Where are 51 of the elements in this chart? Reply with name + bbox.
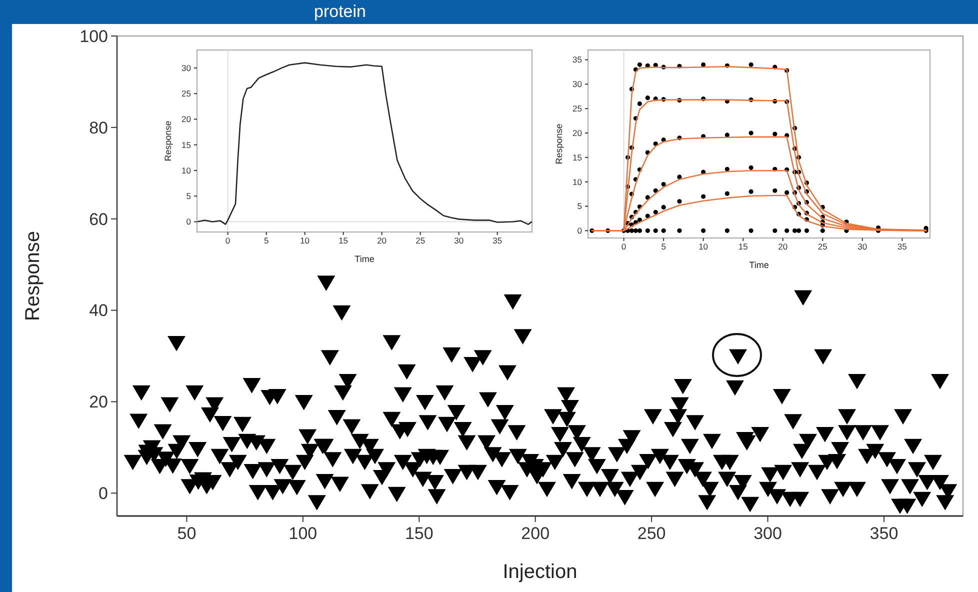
y-tick-label: 30	[572, 79, 582, 90]
y-tick-label: 0	[98, 484, 108, 504]
x-tick-label: 300	[754, 524, 782, 543]
x-axis-title: Injection	[502, 561, 578, 583]
y-axis-title: Response	[163, 120, 173, 162]
x-tick-label: 35	[897, 242, 908, 252]
x-tick-label: 5	[661, 242, 666, 252]
x-tick-label: 35	[492, 236, 502, 246]
x-tick-label: 350	[870, 524, 898, 543]
y-tick-label: 15	[182, 140, 192, 150]
chart-title: protein	[314, 2, 366, 21]
x-tick-label: 30	[454, 236, 464, 246]
x-tick-label: 30	[858, 242, 868, 252]
x-tick-label: 10	[300, 236, 310, 246]
y-tick-label: 25	[182, 88, 192, 99]
y-tick-label: 5	[186, 191, 192, 202]
y-tick-label: 5	[577, 201, 582, 212]
y-tick-label: 0	[186, 216, 192, 227]
y-tick-label: 25	[572, 104, 582, 114]
y-tick-label: 80	[89, 118, 108, 138]
x-tick-label: 5	[264, 236, 269, 246]
x-tick-label: 15	[738, 242, 748, 252]
y-tick-label: 20	[89, 392, 108, 412]
y-tick-label: 10	[182, 165, 192, 176]
x-axis-title: Time	[354, 254, 374, 264]
y-tick-label: 35	[572, 54, 582, 65]
x-tick-label: 0	[621, 242, 626, 252]
y-tick-label: 30	[182, 62, 192, 73]
x-tick-label: 100	[288, 524, 318, 543]
x-tick-label: 25	[416, 236, 426, 246]
x-tick-label: 10	[698, 242, 708, 252]
x-tick-label: 150	[404, 524, 434, 543]
y-tick-label: 60	[89, 210, 108, 229]
y-tick-label: 20	[572, 128, 582, 138]
x-tick-label: 15	[338, 236, 348, 246]
x-tick-label: 50	[177, 524, 196, 543]
x-tick-label: 0	[225, 236, 230, 246]
y-tick-label: 10	[572, 176, 582, 187]
x-tick-label: 25	[818, 242, 828, 252]
x-tick-label: 200	[521, 524, 550, 543]
y-tick-label: 40	[89, 301, 108, 320]
y-tick-label: 0	[577, 226, 582, 236]
x-tick-label: 250	[637, 524, 666, 543]
y-tick-label: 20	[182, 114, 192, 124]
y-tick-label: 15	[572, 152, 582, 162]
x-axis-title: Time	[749, 260, 769, 270]
x-tick-label: 20	[778, 242, 788, 252]
y-axis-title: Response	[22, 230, 44, 322]
x-tick-label: 20	[377, 236, 387, 246]
y-axis-title: Response	[554, 124, 564, 164]
y-tick-label: 100	[80, 26, 108, 46]
